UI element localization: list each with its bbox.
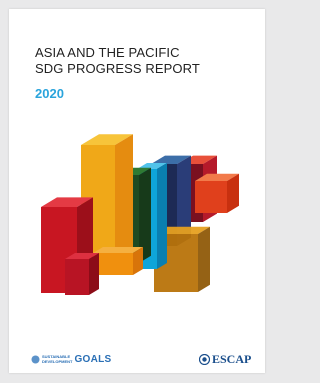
un-emblem xyxy=(199,354,210,365)
block-face xyxy=(157,163,167,269)
sdg-small-text: SUSTAINABLE DEVELOPMENT xyxy=(42,355,72,364)
escap-text: ESCAP xyxy=(212,352,251,367)
cover-art xyxy=(9,9,265,373)
sdg-word: DEVELOPMENT xyxy=(42,360,72,365)
sdg-goals: GOALS xyxy=(74,354,111,365)
sdg-logo: SUSTAINABLE DEVELOPMENT GOALS xyxy=(31,354,112,365)
un-emblem xyxy=(31,355,40,364)
screen: ASIA AND THE PACIFIC SDG PROGRESS REPORT… xyxy=(0,0,276,383)
block-face xyxy=(195,181,227,213)
block-face xyxy=(89,253,99,295)
escap-logo: ESCAP xyxy=(199,352,251,367)
block-face xyxy=(65,259,89,295)
cover-page: ASIA AND THE PACIFIC SDG PROGRESS REPORT… xyxy=(9,9,265,373)
block-face xyxy=(198,227,210,292)
